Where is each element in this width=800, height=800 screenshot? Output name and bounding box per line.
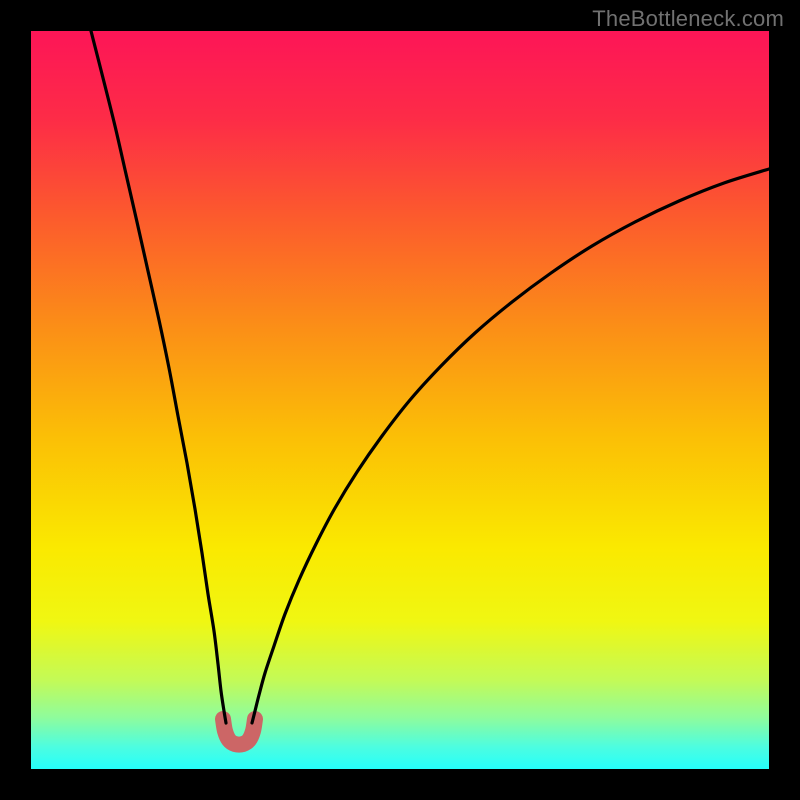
chart-container: { "watermark": { "text": "TheBottleneck.… xyxy=(0,0,800,800)
valley-marker xyxy=(223,719,255,745)
curve-right-branch xyxy=(252,169,769,723)
plot-area xyxy=(31,31,769,769)
curve-layer xyxy=(31,31,769,769)
watermark-text: TheBottleneck.com xyxy=(592,6,784,32)
curve-left-branch xyxy=(91,31,226,723)
